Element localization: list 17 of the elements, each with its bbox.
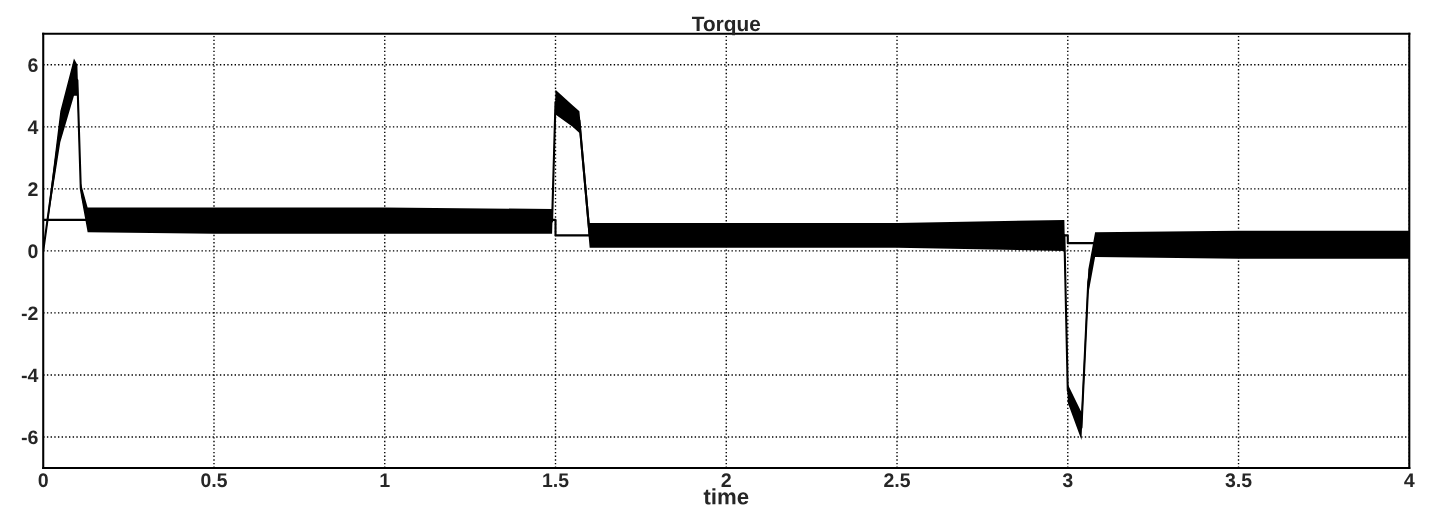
y-tick-label: 6 bbox=[28, 58, 38, 73]
y-tick-label: 0 bbox=[28, 244, 38, 259]
x-tick-label: 2.5 bbox=[884, 473, 910, 488]
x-tick-label: 1 bbox=[380, 473, 390, 487]
y-tick-label: -2 bbox=[21, 306, 38, 320]
y-tick-label: 2 bbox=[28, 182, 38, 196]
x-tick-label: 2 bbox=[721, 473, 731, 487]
chart-title: Torque bbox=[691, 16, 761, 36]
y-tick-label: -4 bbox=[21, 368, 39, 382]
x-tick-label: 3 bbox=[1062, 473, 1073, 488]
y-tick-label: 4 bbox=[27, 120, 39, 134]
x-tick-label: 4 bbox=[1404, 473, 1415, 487]
x-tick-label: 1.5 bbox=[543, 473, 569, 488]
x-axis-title: time bbox=[703, 488, 749, 505]
x-tick-label: 3.5 bbox=[1225, 473, 1252, 488]
y-tick-label: -6 bbox=[21, 430, 38, 445]
x-tick-label: 0.5 bbox=[201, 473, 227, 488]
